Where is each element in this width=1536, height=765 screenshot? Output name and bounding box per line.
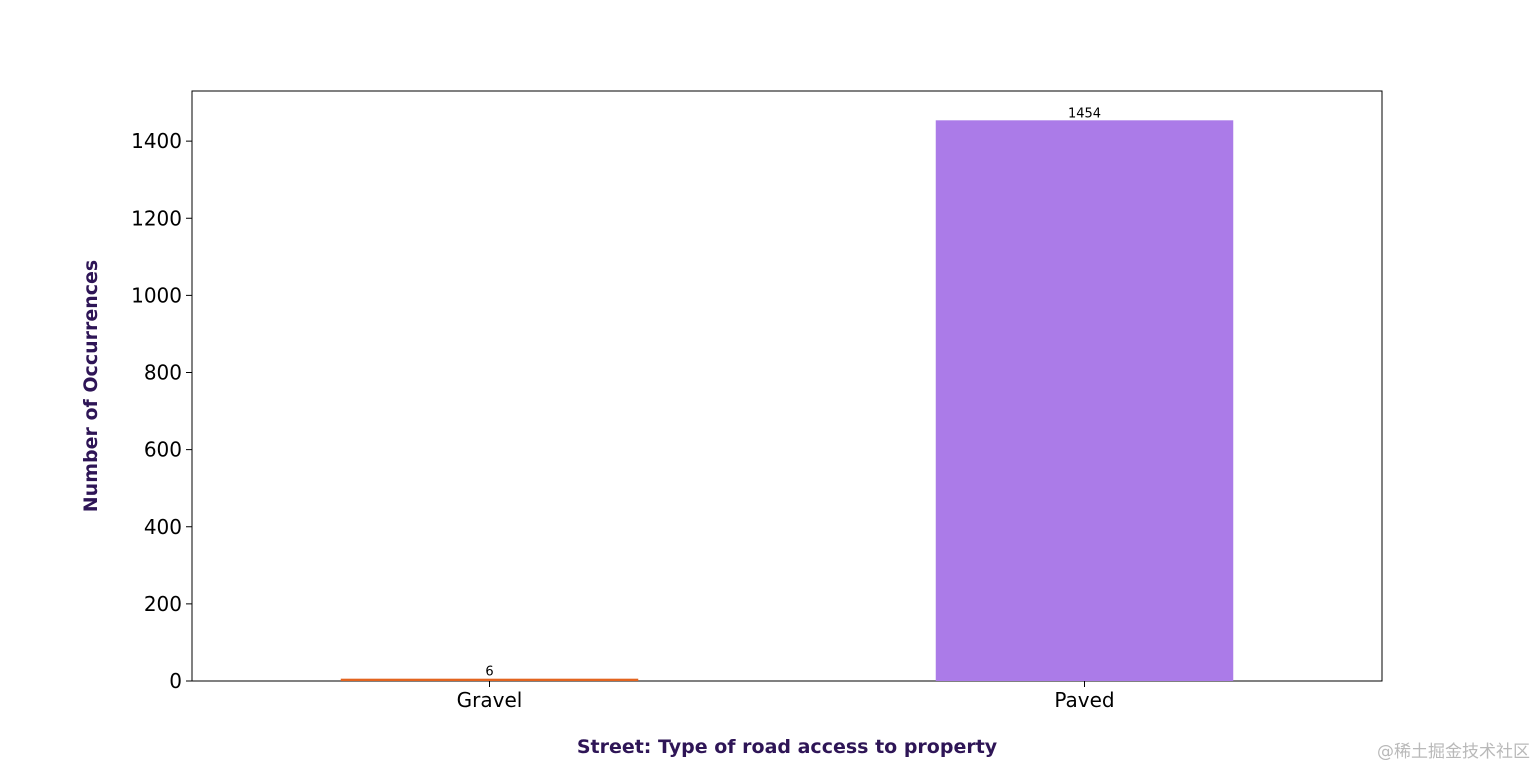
y-tick-label: 0 [169,669,182,693]
x-tick-label: Paved [1054,688,1114,712]
plot-area-frame [191,90,1383,682]
y-tick-label: 600 [144,438,182,462]
x-tick-label: Gravel [457,688,523,712]
watermark: @稀土掘金技术社区 [1377,742,1530,762]
bar-paved [935,120,1234,681]
y-tick-label: 400 [144,515,182,539]
x-axis: Gravel Paved [457,681,1115,712]
x-axis-label: Street: Type of road access to property [576,736,998,758]
data-label: 1454 [1068,106,1101,121]
data-label: 6 [485,665,493,680]
bar-gravel [340,678,639,681]
y-axis: 0 200 400 600 800 1000 1200 1400 [131,129,192,693]
y-tick-label: 800 [144,361,182,385]
y-tick-label: 1000 [131,283,182,307]
y-axis-label: Number of Occurrences [80,259,102,513]
y-tick-label: 1400 [131,129,182,153]
y-tick-label: 200 [144,592,182,616]
bars: 6 1454 [340,106,1234,681]
y-tick-label: 1200 [131,206,182,230]
